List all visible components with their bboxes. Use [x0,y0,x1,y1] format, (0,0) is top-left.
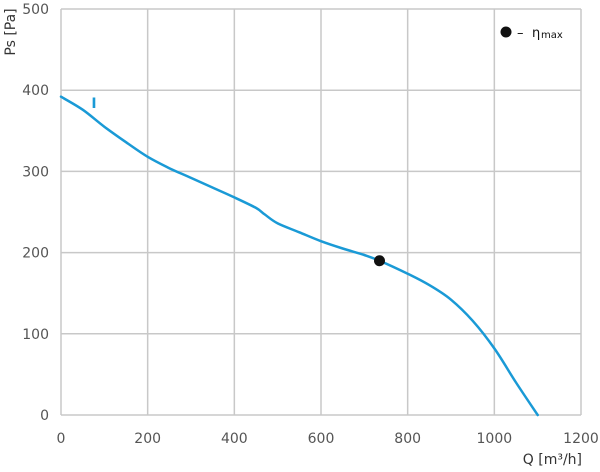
y-tick-labels: 0 100 200 300 400 500 [22,2,49,424]
series-group [59,95,539,417]
x-axis-title: Q [m³/h] [523,452,582,468]
y-tick-label: 300 [22,164,49,180]
y-axis-title: Ps [Pa] [3,8,19,55]
y-tick-label: 100 [22,327,49,343]
legend-dash: – [517,26,524,41]
x-tick-labels: 0 200 400 600 800 1000 1200 [57,431,599,447]
x-tick-label: 0 [57,431,66,447]
series-line-i [59,95,539,417]
legend-eta-symbol: η [532,26,540,41]
grid-lines [60,8,582,416]
x-tick-label: 400 [221,431,248,447]
curve-label-i: I [91,96,96,112]
eta-max-point [374,255,385,267]
x-tick-label: 1200 [563,431,599,447]
y-tick-label: 400 [22,83,49,99]
x-tick-label: 600 [308,431,335,447]
x-tick-label: 800 [394,431,421,447]
y-tick-label: 0 [40,408,49,424]
marker-group [374,255,385,267]
legend: – η max [500,26,563,41]
legend-marker [500,26,512,38]
x-tick-label: 200 [134,431,161,447]
legend-eta-subscript: max [541,30,563,41]
y-tick-label: 200 [22,246,49,262]
x-tick-label: 1000 [477,431,513,447]
y-tick-label: 500 [22,2,49,18]
